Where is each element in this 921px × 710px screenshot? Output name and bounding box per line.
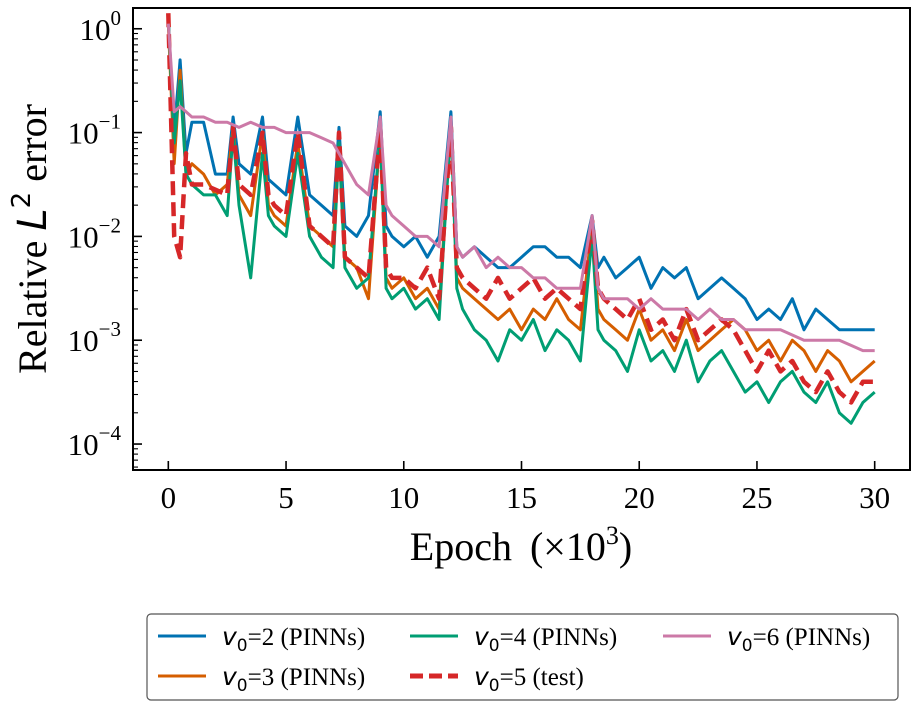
legend-name: =3 (PINNs) (248, 664, 366, 691)
x-tick-label: 30 (859, 480, 890, 515)
y-tick-label: 10−4 (68, 421, 122, 462)
series-line-5 (166, 23, 875, 353)
x-tick-label: 0 (161, 480, 177, 515)
y-axis-title: Relative L2 error (7, 104, 56, 374)
y-axis-title-symbol: L (10, 208, 56, 230)
x-axis-title-text: Epoch (410, 524, 512, 569)
y-tick-exponent: 0 (111, 6, 122, 30)
legend-name: =5 (test) (500, 664, 584, 691)
y-tick-base: 10 (68, 219, 99, 254)
series-line-1 (166, 18, 875, 332)
legend-label: v0=4 (PINNs) (474, 622, 617, 656)
y-tick-base: 10 (68, 116, 99, 151)
x-tick-label: 25 (741, 480, 772, 515)
x-tick-label: 10 (388, 480, 419, 515)
x-axis-title: Epoch (×103) (410, 521, 632, 569)
x-axis-title-unit-exp: 3 (606, 521, 619, 550)
legend-item-1: v0=2 (PINNs) (158, 622, 365, 656)
plot-frame (132, 7, 911, 471)
legend-subscript: 0 (489, 636, 500, 656)
y-axis-title-suffix: error (10, 104, 55, 192)
y-tick-base: 10 (68, 427, 99, 462)
series-line-4 (166, 13, 875, 405)
legend-subscript: 0 (489, 676, 500, 696)
y-tick-exponent: −4 (99, 421, 122, 445)
y-tick-label: 10−3 (68, 317, 121, 358)
legend-item-4: v0=5 (test) (410, 662, 584, 696)
x-axis-title-unit-close: ) (619, 524, 632, 569)
x-tick-label: 20 (624, 480, 655, 515)
y-axis-title-text: Relative (10, 231, 55, 374)
legend-label: v0=6 (PINNs) (727, 622, 870, 656)
x-tick-label: 5 (278, 480, 294, 515)
series-line-3 (166, 18, 876, 425)
x-axis-ticks: 0 5 10 15 20 25 30 (161, 461, 890, 515)
y-tick-label: 10−2 (68, 213, 121, 254)
legend-symbol: v (222, 622, 238, 651)
legend-symbol: v (474, 622, 490, 651)
series-layer (166, 13, 876, 425)
y-axis-title-exp: 2 (7, 192, 37, 209)
legend-label: v0=2 (PINNs) (222, 622, 365, 656)
y-tick-exponent: −2 (99, 213, 121, 237)
legend-symbol: v (727, 622, 743, 651)
legend-symbol: v (474, 662, 490, 691)
legend-symbol: v (222, 662, 238, 691)
y-tick-label: 10−1 (68, 110, 121, 151)
legend-name: =4 (PINNs) (500, 624, 618, 651)
legend-item-3: v0=4 (PINNs) (410, 622, 617, 656)
y-tick-base: 10 (68, 323, 99, 358)
legend-subscript: 0 (237, 636, 248, 656)
legend-name: =2 (PINNs) (248, 624, 366, 651)
legend-label: v0=3 (PINNs) (222, 662, 365, 696)
legend-name: =6 (PINNs) (753, 624, 871, 651)
y-tick-label: 100 (80, 6, 122, 47)
legend: v0=2 (PINNs)v0=3 (PINNs)v0=4 (PINNs)v0=5… (146, 613, 899, 701)
legend-label: v0=5 (test) (474, 662, 584, 696)
y-tick-exponent: −1 (99, 110, 121, 134)
legend-item-2: v0=3 (PINNs) (158, 662, 365, 696)
x-axis-title-unit: (×10 (530, 524, 606, 569)
legend-subscript: 0 (742, 636, 753, 656)
y-tick-base: 10 (80, 12, 111, 47)
legend-items: v0=2 (PINNs)v0=3 (PINNs)v0=4 (PINNs)v0=5… (158, 622, 870, 696)
legend-subscript: 0 (237, 676, 248, 696)
y-tick-exponent: −3 (99, 317, 121, 341)
legend-item-5: v0=6 (PINNs) (663, 622, 870, 656)
x-tick-label: 15 (506, 480, 537, 515)
